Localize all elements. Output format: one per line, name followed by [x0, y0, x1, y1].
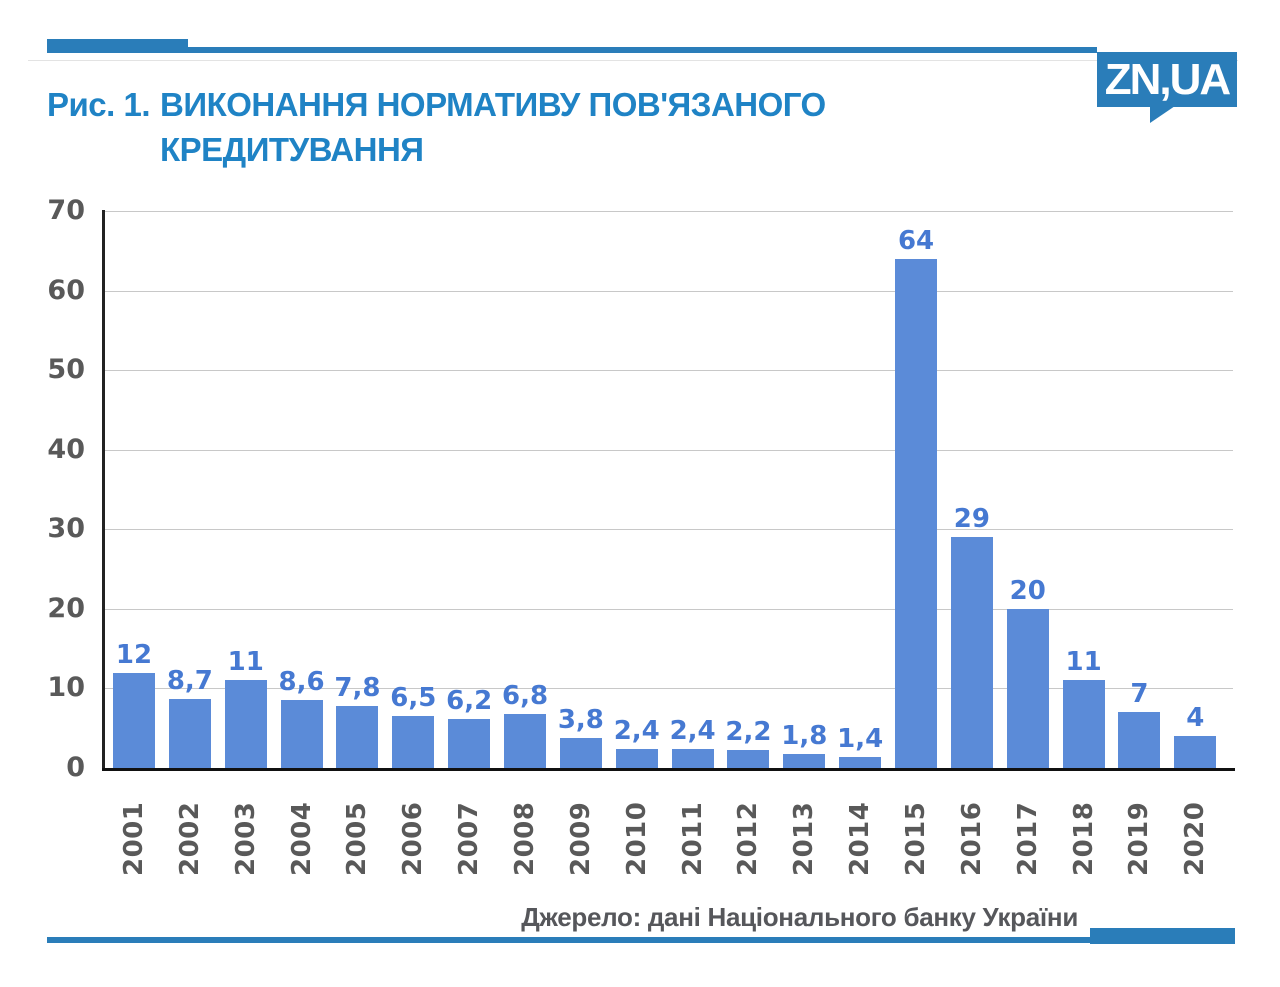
- gridline-30: [105, 529, 1233, 531]
- bar-2001: [113, 672, 155, 768]
- bar-2014: [839, 756, 882, 768]
- bar-value-2018: 11: [1065, 647, 1102, 678]
- bar-value-2007: 6,2: [446, 685, 493, 716]
- x-tick-label-2019: 2019: [1124, 801, 1155, 876]
- x-tick-label-2014: 2014: [845, 801, 876, 876]
- bottom-right-accent-block: [1090, 928, 1235, 944]
- bar-value-2006: 6,5: [390, 683, 437, 714]
- x-tick-label-2009: 2009: [565, 801, 596, 876]
- y-tick-label-50: 50: [47, 354, 85, 386]
- bar-value-2016: 29: [953, 504, 990, 535]
- top-gray-hairline: [28, 60, 1238, 61]
- y-tick-label-40: 40: [47, 433, 85, 465]
- x-tick-label-2013: 2013: [789, 801, 820, 876]
- y-tick-label-30: 30: [47, 513, 85, 545]
- y-axis-line: [102, 210, 105, 771]
- bar-value-2003: 11: [227, 647, 264, 678]
- y-tick-label-70: 70: [47, 195, 85, 226]
- bar-2018: [1062, 680, 1105, 768]
- figure-title: Рис. 1. ВИКОНАННЯ НОРМАТИВУ ПОВ'ЯЗАНОГО …: [47, 82, 826, 172]
- x-tick-label-2017: 2017: [1012, 801, 1043, 876]
- bar-value-2013: 1,8: [781, 720, 828, 751]
- bar-2004: [280, 699, 323, 768]
- bar-value-2001: 12: [115, 639, 153, 670]
- bar-2013: [783, 753, 826, 768]
- znua-logo-tail: [1150, 106, 1175, 123]
- bar-2016: [950, 537, 993, 768]
- bar-2008: [504, 713, 547, 768]
- bottom-accent-line: [47, 937, 1092, 943]
- figure-title-line2: КРЕДИТУВАННЯ: [160, 131, 424, 168]
- x-tick-label-2005: 2005: [342, 801, 373, 876]
- bar-value-2002: 8,7: [166, 665, 213, 696]
- x-tick-label-2001: 2001: [119, 801, 149, 876]
- x-tick-label-2003: 2003: [230, 801, 261, 876]
- bar-2020: [1174, 736, 1217, 768]
- y-tick-label-10: 10: [47, 672, 85, 704]
- gridline-10: [105, 688, 1233, 690]
- x-tick-label-2010: 2010: [621, 801, 652, 876]
- bar-2009: [559, 737, 602, 768]
- figure-label: Рис. 1.: [47, 86, 151, 123]
- znua-logo-text: ZN,UA: [1104, 54, 1231, 104]
- gridline-60: [105, 290, 1233, 292]
- bar-value-2019: 7: [1130, 679, 1149, 710]
- bar-2015: [895, 258, 938, 768]
- top-left-accent-block: [47, 39, 188, 53]
- bar-2003: [224, 680, 267, 768]
- gridline-20: [105, 608, 1233, 610]
- figure-title-line1: ВИКОНАННЯ НОРМАТИВУ ПОВ'ЯЗАНОГО: [160, 86, 826, 123]
- bar-value-2014: 1,4: [837, 723, 884, 754]
- bar-2006: [392, 716, 435, 768]
- x-tick-label-2012: 2012: [733, 801, 764, 876]
- bar-2007: [448, 718, 491, 768]
- bar-chart-plot-area: 0 10 20 30 40 50 60 70 12 2001 8,7 2002 11 2003 8,6 200…: [47, 195, 1235, 876]
- x-tick-label-2011: 2011: [677, 801, 708, 876]
- znua-logo: ZN,UA: [1097, 52, 1237, 107]
- gridline-70: [105, 211, 1233, 212]
- x-tick-label-2008: 2008: [510, 801, 541, 876]
- x-tick-label-2007: 2007: [454, 801, 485, 876]
- y-tick-label-20: 20: [47, 592, 85, 624]
- x-tick-label-2002: 2002: [174, 801, 205, 876]
- bar-value-2017: 20: [1009, 575, 1046, 606]
- x-tick-label-2016: 2016: [956, 801, 987, 876]
- top-accent-line: [186, 47, 1097, 53]
- x-tick-label-2015: 2015: [901, 801, 932, 876]
- bar-value-2009: 3,8: [557, 704, 604, 735]
- bar-value-2010: 2,4: [613, 715, 660, 746]
- bar-2005: [336, 705, 379, 768]
- x-tick-label-2006: 2006: [398, 801, 429, 876]
- bar-2010: [615, 748, 658, 768]
- bar-value-2005: 7,8: [334, 672, 381, 703]
- x-tick-label-2004: 2004: [286, 801, 317, 876]
- bar-2012: [727, 750, 770, 768]
- bar-value-2020: 4: [1186, 703, 1205, 734]
- bar-value-2004: 8,6: [278, 666, 325, 697]
- bar-value-2011: 2,4: [669, 715, 716, 746]
- gridline-50: [105, 370, 1233, 372]
- gridline-40: [105, 449, 1233, 451]
- y-tick-label-60: 60: [47, 274, 85, 306]
- bar-2019: [1118, 712, 1161, 768]
- bar-2017: [1006, 608, 1049, 768]
- bar-value-2008: 6,8: [501, 680, 549, 711]
- bar-2002: [168, 698, 211, 768]
- bar-value-2012: 2,2: [725, 717, 772, 748]
- source-note: Джерело: дані Національного банку Україн…: [521, 902, 1078, 932]
- y-tick-label-0: 0: [66, 752, 85, 783]
- x-axis-line: [102, 768, 1235, 771]
- x-tick-label-2018: 2018: [1068, 801, 1099, 876]
- bar-2011: [671, 748, 714, 768]
- x-tick-label-2020: 2020: [1180, 801, 1211, 876]
- bar-value-2015: 64: [897, 225, 935, 256]
